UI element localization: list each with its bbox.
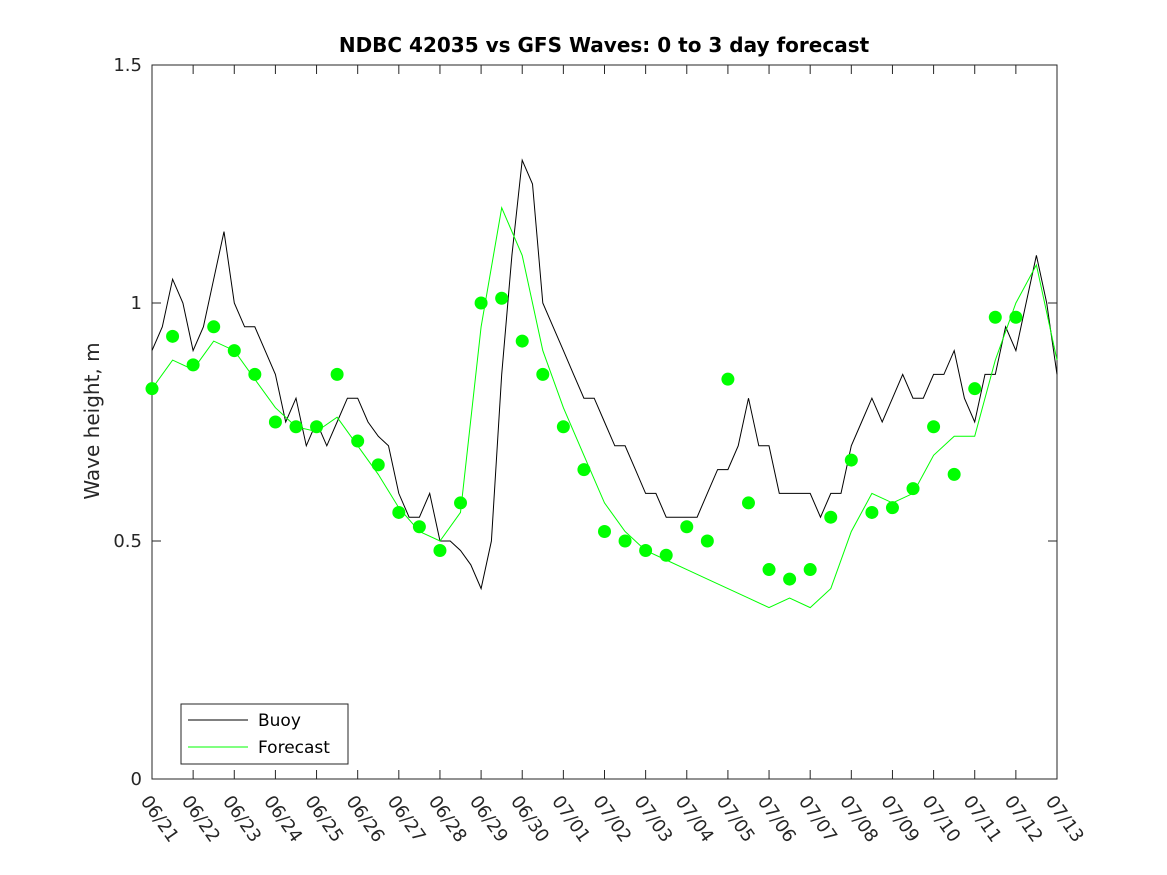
forecast-point — [906, 482, 920, 496]
forecast-point — [968, 382, 982, 396]
forecast-point — [865, 505, 879, 519]
y-tick-label: 1 — [131, 293, 142, 314]
forecast-point — [412, 520, 426, 534]
legend-box — [180, 703, 349, 765]
forecast-point — [988, 310, 1002, 324]
forecast-point — [433, 544, 447, 558]
forecast-point — [392, 505, 406, 519]
forecast-point — [803, 563, 817, 577]
forecast-point — [783, 572, 797, 586]
legend-forecast-label: Forecast — [258, 738, 330, 758]
forecast-point — [700, 534, 714, 548]
forecast-point — [454, 496, 468, 510]
y-tick-label: 0.5 — [113, 531, 142, 552]
forecast-point — [330, 367, 344, 381]
forecast-point — [824, 510, 838, 524]
forecast-point — [927, 420, 941, 434]
forecast-point — [556, 420, 570, 434]
forecast-point — [947, 467, 961, 481]
y-tick-label: 1.5 — [113, 55, 142, 76]
forecast-point — [741, 496, 755, 510]
forecast-point — [207, 320, 221, 334]
forecast-point — [166, 329, 180, 343]
forecast-point — [536, 367, 550, 381]
legend: Buoy Forecast — [180, 703, 349, 765]
forecast-point — [371, 458, 385, 472]
forecast-point — [1009, 310, 1023, 324]
forecast-point — [618, 534, 632, 548]
y-axis-label: Wave height, m — [80, 342, 104, 499]
forecast-point — [310, 420, 324, 434]
forecast-point — [268, 415, 282, 429]
forecast-series-line — [151, 206, 1058, 609]
forecast-point — [515, 334, 529, 348]
forecast-point — [885, 501, 899, 515]
buoy-series-line — [151, 158, 1058, 591]
forecast-point — [351, 434, 365, 448]
legend-buoy-label: Buoy — [258, 711, 301, 731]
forecast-point — [762, 563, 776, 577]
forecast-point — [721, 372, 735, 386]
y-tick-label: 0 — [131, 769, 142, 790]
forecast-point — [248, 367, 262, 381]
forecast-point — [577, 463, 591, 477]
forecast-point — [844, 453, 858, 467]
forecast-point — [495, 291, 509, 305]
forecast-point — [680, 520, 694, 534]
chart-title: NDBC 42035 vs GFS Waves: 0 to 3 day fore… — [339, 33, 870, 57]
forecast-point — [598, 524, 611, 538]
